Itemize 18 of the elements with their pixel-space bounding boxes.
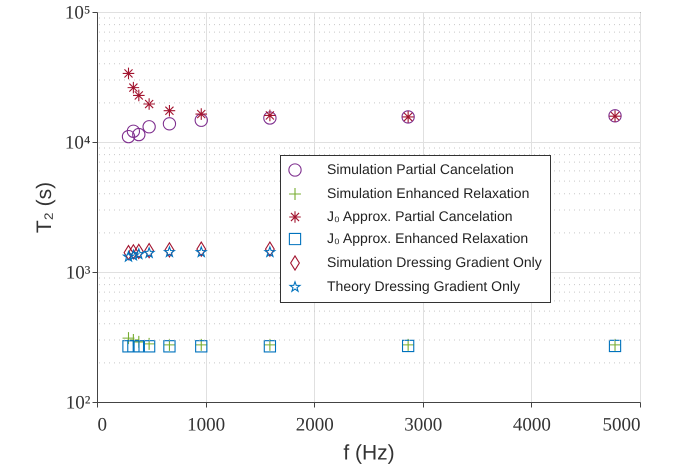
y-tick-label: 10⁴ <box>64 132 91 154</box>
x-tick-label: 1000 <box>187 414 226 436</box>
x-axis-title: f (Hz) <box>343 442 395 464</box>
y-axis-title: T₂ (s) <box>32 182 56 234</box>
legend-label: Simulation Dressing Gradient Only <box>327 254 542 270</box>
legend-label: J₀ Approx. Partial Cancelation <box>327 208 513 224</box>
x-tick-label: 5000 <box>602 414 640 436</box>
y-tick-label: 10² <box>66 392 91 414</box>
x-tick-label: 0 <box>98 414 107 436</box>
x-tick-label: 2000 <box>296 414 334 436</box>
x-tick-label: 4000 <box>512 414 551 436</box>
legend-label: J₀ Approx. Enhanced Relaxation <box>327 230 528 246</box>
legend-label: Simulation Partial Cancelation <box>327 161 514 177</box>
y-tick-label: 10³ <box>66 262 91 284</box>
legend-label: Theory Dressing Gradient Only <box>327 278 520 294</box>
y-tick-label: 10⁵ <box>64 2 90 24</box>
x-tick-label: 3000 <box>404 414 442 436</box>
legend-label: Simulation Enhanced Relaxation <box>327 185 530 201</box>
